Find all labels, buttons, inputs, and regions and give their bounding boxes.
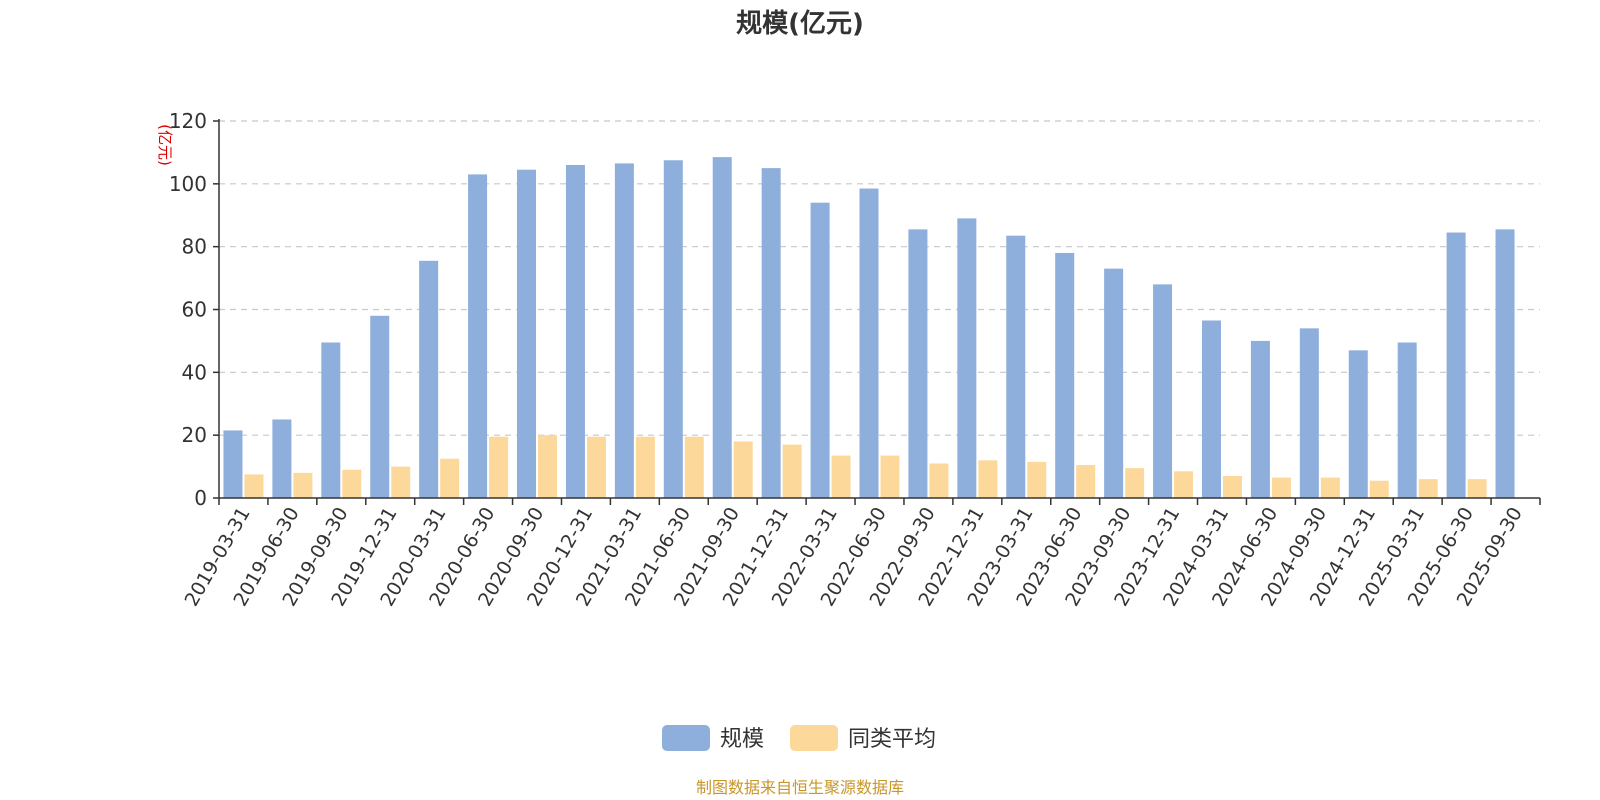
bar-category-average: [635, 436, 655, 498]
bar-category-average: [1222, 476, 1242, 498]
bar-category-average: [782, 444, 802, 498]
data-source-note: 制图数据来自恒生聚源数据库: [696, 778, 904, 797]
bar-category-average: [293, 472, 313, 498]
bar-category-average: [586, 436, 606, 498]
y-tick-labels: 0 20 40 60 80 100 120: [169, 109, 207, 510]
axes: [218, 119, 1541, 505]
bar-category-average: [1174, 471, 1194, 498]
y-tick-label: 100: [169, 172, 207, 196]
bar-scale: [1250, 340, 1270, 498]
bar-scale: [517, 169, 537, 498]
bar-scale: [468, 174, 488, 499]
bar-category-average: [440, 458, 460, 498]
bar-category-average: [880, 455, 900, 498]
bar-category-average: [1076, 465, 1096, 498]
bar-scale: [1348, 350, 1368, 498]
bar-scale: [614, 163, 634, 498]
y-tick-label: 40: [182, 360, 207, 384]
bar-scale: [1446, 232, 1466, 498]
bar-scale: [1201, 320, 1221, 498]
bar-scale: [1006, 235, 1026, 498]
y-tick-label: 80: [182, 235, 207, 259]
bar-scale: [370, 315, 390, 498]
bar-scale: [1153, 284, 1173, 498]
bar-category-average: [391, 466, 411, 498]
bar-scale: [1299, 328, 1319, 498]
bar-scale: [1495, 229, 1515, 498]
bar-category-average: [489, 436, 509, 498]
bar-scale: [321, 342, 341, 498]
bar-scale: [957, 218, 977, 498]
bar-scale: [761, 168, 781, 498]
bar-scale: [1104, 268, 1124, 498]
bar-scale: [419, 260, 439, 498]
y-tick-label: 60: [182, 298, 207, 322]
bar-scale: [1397, 342, 1417, 498]
bar-scale: [272, 419, 292, 498]
bar-category-average: [1418, 479, 1438, 498]
bar-category-average: [1027, 461, 1047, 498]
bar-category-average: [978, 460, 998, 498]
bar-category-average: [244, 474, 264, 498]
bar-category-average: [1467, 479, 1487, 498]
bar-category-average: [342, 469, 362, 498]
legend: 规模 同类平均: [662, 725, 936, 752]
bar-scale: [223, 430, 243, 498]
y-axis-unit-label: (亿元): [156, 124, 174, 166]
bar-category-average: [538, 435, 558, 498]
bar-category-average: [684, 436, 704, 498]
bar-scale: [859, 188, 879, 498]
bar-scale: [810, 202, 830, 498]
bar-scale: [663, 160, 683, 499]
bar-category-average: [831, 455, 851, 498]
bar-scale: [908, 229, 928, 498]
legend-label-scale: 规模: [720, 727, 764, 752]
bar-category-average: [1320, 477, 1340, 498]
y-tick-label: 0: [194, 486, 207, 510]
bar-category-average: [733, 441, 753, 498]
legend-swatch-scale: [662, 725, 710, 751]
bar-category-average: [1271, 477, 1291, 498]
bars-group: [223, 157, 1515, 499]
bar-scale: [565, 164, 585, 498]
y-tick-label: 120: [169, 109, 207, 133]
bar-scale: [1055, 252, 1075, 498]
bar-category-average: [1125, 468, 1145, 498]
legend-label-category-average: 同类平均: [848, 727, 936, 752]
bar-category-average: [1369, 480, 1389, 498]
gridlines: [213, 120, 1540, 499]
bar-category-average: [929, 463, 949, 498]
chart-title: 规模(亿元): [736, 9, 864, 39]
x-tick-labels: 2019-03-312019-06-302019-09-302019-12-31…: [181, 504, 1527, 611]
bar-scale: [712, 157, 732, 499]
legend-swatch-category-average: [790, 725, 838, 751]
y-tick-label: 20: [182, 423, 207, 447]
